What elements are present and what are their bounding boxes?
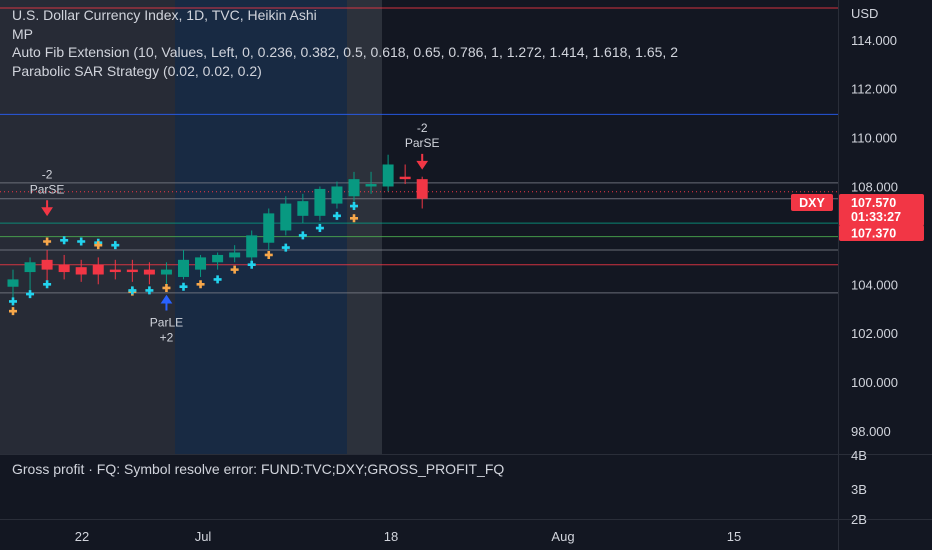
- signal-label-0-a: -2: [42, 167, 53, 181]
- candle-body-8: [143, 269, 155, 275]
- time-axis[interactable]: 22 Jul 18 Aug 15: [75, 529, 741, 544]
- price-tick-1: 112.000: [851, 82, 897, 97]
- signal-arrow-down-2: [416, 153, 429, 170]
- candle-body-14: [246, 235, 258, 258]
- sar-marker-24: [315, 224, 324, 233]
- signal-arrow-up-1: [160, 294, 173, 311]
- candle-body-23: [399, 176, 411, 180]
- price-tick-2: 110.000: [851, 131, 897, 146]
- candles: [7, 154, 428, 304]
- signal-label-1-a: ParLE: [150, 316, 183, 330]
- lower-tick-0: 4B: [851, 448, 867, 463]
- sar-marker-11: [111, 241, 120, 250]
- chart-title[interactable]: U.S. Dollar Currency Index, 1D, TVC, Hei…: [12, 7, 317, 23]
- sar-marker-20: [247, 260, 256, 269]
- sar-marker-27: [350, 214, 358, 223]
- chart-legend: U.S. Dollar Currency Index, 1D, TVC, Hei…: [12, 6, 836, 80]
- candle-body-19: [331, 186, 343, 204]
- candle-body-17: [297, 201, 309, 216]
- price-tick-6: 102.000: [851, 326, 898, 341]
- sar-markers: [9, 202, 358, 316]
- signal-arrow-down-0: [41, 200, 53, 217]
- candle-body-10: [178, 259, 189, 277]
- indicator-parabolic-sar[interactable]: Parabolic SAR Strategy (0.02, 0.02, 0.2): [12, 62, 262, 79]
- candle-body-3: [58, 264, 70, 273]
- sar-marker-10: [94, 241, 103, 250]
- candle-body-21: [365, 184, 377, 187]
- sar-marker-15: [162, 283, 171, 292]
- last-price-tag: 107.570: [851, 196, 896, 210]
- signal-label-2-a: -2: [417, 121, 428, 135]
- sar-marker-18: [213, 275, 222, 284]
- candle-body-12: [212, 254, 224, 263]
- symbol-tag: DXY: [799, 196, 825, 210]
- session-shade-left: [0, 0, 175, 454]
- sar-marker-16: [179, 282, 188, 291]
- fib-levels: [0, 7, 838, 294]
- sar-marker-23: [298, 231, 307, 240]
- candle-body-24: [416, 179, 428, 199]
- candle-body-18: [314, 188, 326, 216]
- lower-pane-label: Gross profit · FQ: Symbol resolve error:…: [12, 461, 505, 477]
- lower-tick-2: 2B: [851, 512, 867, 527]
- candle-body-0: [7, 279, 19, 287]
- sar-marker-19: [230, 265, 239, 274]
- price-tick-7: 100.000: [851, 375, 898, 390]
- price-tick-5: 104.000: [851, 277, 898, 292]
- sar-marker-2: [9, 307, 17, 316]
- time-tick-1: Jul: [195, 529, 212, 544]
- sar-marker-3: [9, 297, 17, 306]
- sar-marker-25: [332, 211, 341, 220]
- candle-body-13: [229, 252, 241, 258]
- signal-label-0-b: ParSE: [30, 182, 65, 196]
- time-tick-0: 22: [75, 529, 89, 544]
- sar-marker-17: [196, 280, 205, 289]
- sar-marker-5: [43, 280, 52, 289]
- sar-marker-22: [281, 243, 290, 252]
- indicator-mp[interactable]: MP: [12, 25, 33, 42]
- price-tick-0: 114.000: [851, 33, 897, 48]
- candle-body-6: [109, 269, 121, 273]
- candle-body-15: [263, 213, 275, 243]
- sar-marker-21: [264, 250, 273, 259]
- time-tick-2: 18: [384, 529, 398, 544]
- signal-label-2-b: ParSE: [405, 136, 440, 150]
- sar-marker-6: [43, 237, 52, 246]
- candle-body-20: [348, 179, 360, 197]
- sar-marker-26: [350, 202, 358, 211]
- candle-body-11: [195, 257, 207, 270]
- countdown-tag: 01:33:27: [851, 210, 901, 224]
- lower-tick-1: 3B: [851, 482, 867, 497]
- sar-marker-14: [145, 286, 154, 295]
- candle-body-7: [126, 269, 138, 273]
- signal-label-1-b: +2: [160, 331, 174, 345]
- candle-body-4: [75, 267, 87, 275]
- price-tick-8: 98.000: [851, 424, 891, 439]
- candle-body-9: [160, 269, 172, 275]
- candle-body-1: [24, 262, 36, 273]
- candle-body-22: [382, 164, 394, 187]
- last-price-tag-bg: [839, 194, 924, 226]
- symbol-tag-bg: [791, 194, 833, 211]
- time-tick-3: Aug: [551, 529, 574, 544]
- sar-marker-8: [77, 237, 86, 246]
- time-tick-4: 15: [727, 529, 741, 544]
- sar-marker-4: [26, 290, 35, 299]
- lower-pane-axis: 4B 3B 2B: [851, 448, 867, 527]
- prev-price-tag: 107.370: [851, 227, 896, 241]
- sar-marker-7: [60, 236, 69, 245]
- sar-marker-13: [128, 286, 137, 295]
- indicator-auto-fib[interactable]: Auto Fib Extension (10, Values, Left, 0,…: [12, 44, 678, 60]
- session-shade-right: [347, 0, 382, 454]
- candle-body-2: [41, 259, 53, 270]
- candle-body-16: [280, 203, 292, 231]
- candle-body-5: [92, 264, 104, 275]
- price-tick-3: 108.000: [851, 179, 898, 194]
- currency-label: USD: [851, 6, 878, 21]
- prev-price-tag-bg: [839, 225, 924, 241]
